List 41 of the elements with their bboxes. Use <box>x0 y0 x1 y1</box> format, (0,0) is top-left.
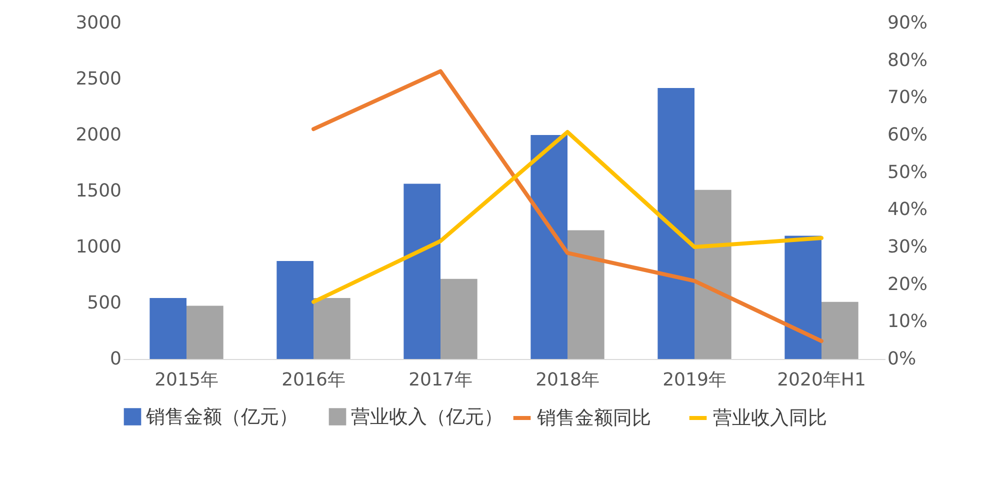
bar <box>530 135 568 359</box>
y-tick-label: 500 <box>87 292 122 314</box>
bar <box>568 230 604 359</box>
legend-label: 销售金额同比 <box>536 407 651 429</box>
legend-label: 营业收入（亿元） <box>351 406 503 428</box>
x-tick-label: 2018年 <box>536 370 600 390</box>
bar <box>440 278 478 359</box>
bar <box>694 190 732 359</box>
y2-tick-label: 60% <box>888 124 928 146</box>
y-tick-label: 3000 <box>76 12 122 34</box>
x-tick-label: 2020年H1 <box>777 370 866 390</box>
y2-tick-label: 40% <box>888 199 928 220</box>
bar <box>658 88 694 359</box>
y2-tick-label: 20% <box>888 274 928 295</box>
y2-tick-label: 0% <box>888 348 916 370</box>
y-tick-label: 2500 <box>76 68 122 90</box>
y2-tick-label: 80% <box>888 50 928 71</box>
y-tick-label: 2000 <box>76 124 122 146</box>
legend-label: 销售金额（亿元） <box>145 406 298 428</box>
y2-tick-label: 90% <box>888 12 928 34</box>
bar <box>186 306 224 359</box>
bar <box>404 184 440 359</box>
y-tick-label: 1000 <box>76 236 122 258</box>
x-tick-label: 2015年 <box>154 370 218 390</box>
bar <box>784 236 822 359</box>
y-tick-label: 0 <box>110 348 122 370</box>
bar <box>314 298 350 359</box>
y2-tick-label: 10% <box>888 311 928 332</box>
x-tick-label: 2017年 <box>408 370 472 390</box>
y-tick-label: 1500 <box>76 180 122 202</box>
x-tick-label: 2019年 <box>662 370 726 390</box>
y2-tick-label: 30% <box>888 236 928 258</box>
legend-label: 营业收入同比 <box>713 407 827 429</box>
y2-tick-label: 70% <box>888 87 928 108</box>
bar <box>276 261 314 359</box>
line-series <box>312 69 824 344</box>
bar <box>822 302 858 359</box>
y2-tick-label: 50% <box>888 162 928 183</box>
x-tick-label: 2016年 <box>282 370 346 390</box>
line-series <box>312 130 824 304</box>
bar <box>150 298 186 359</box>
